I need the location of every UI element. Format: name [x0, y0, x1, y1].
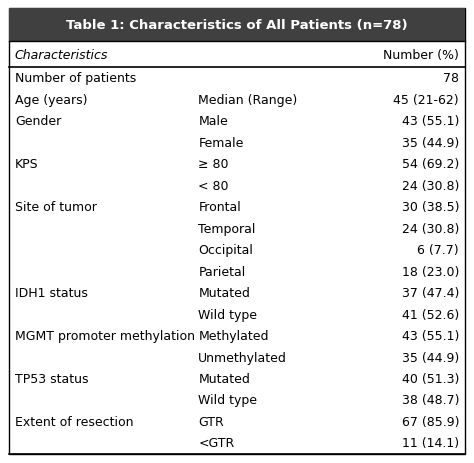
Text: 24 (30.8): 24 (30.8): [401, 222, 459, 235]
Text: Female: Female: [198, 136, 244, 149]
Text: Extent of resection: Extent of resection: [15, 415, 134, 428]
Text: 43 (55.1): 43 (55.1): [401, 115, 459, 128]
Text: IDH1 status: IDH1 status: [15, 287, 88, 300]
Text: Mutated: Mutated: [198, 287, 250, 300]
Text: MGMT promoter methylation: MGMT promoter methylation: [15, 329, 195, 342]
Text: 18 (23.0): 18 (23.0): [401, 265, 459, 278]
Text: 40 (51.3): 40 (51.3): [401, 372, 459, 385]
Text: Number of patients: Number of patients: [15, 72, 136, 85]
Text: 38 (48.7): 38 (48.7): [401, 394, 459, 407]
Text: Mutated: Mutated: [198, 372, 250, 385]
Text: 30 (38.5): 30 (38.5): [401, 200, 459, 213]
Text: Median (Range): Median (Range): [198, 94, 298, 106]
Text: 11 (14.1): 11 (14.1): [402, 437, 459, 450]
Text: Age (years): Age (years): [15, 94, 87, 106]
Text: Occipital: Occipital: [198, 244, 253, 257]
Bar: [9, 9, 465, 43]
Text: Gender: Gender: [15, 115, 61, 128]
Text: 35 (44.9): 35 (44.9): [402, 351, 459, 364]
Text: 54 (69.2): 54 (69.2): [402, 158, 459, 171]
Text: Wild type: Wild type: [198, 394, 257, 407]
Text: Frontal: Frontal: [198, 200, 241, 213]
Text: Methylated: Methylated: [198, 329, 269, 342]
Text: KPS: KPS: [15, 158, 38, 171]
Text: Parietal: Parietal: [198, 265, 246, 278]
Text: Site of tumor: Site of tumor: [15, 200, 97, 213]
Text: Number (%): Number (%): [383, 49, 459, 62]
Text: GTR: GTR: [198, 415, 224, 428]
Text: 78: 78: [443, 72, 459, 85]
Text: 35 (44.9): 35 (44.9): [402, 136, 459, 149]
Text: Unmethylated: Unmethylated: [198, 351, 287, 364]
Text: 24 (30.8): 24 (30.8): [401, 179, 459, 192]
Text: <GTR: <GTR: [198, 437, 235, 450]
Text: Male: Male: [198, 115, 228, 128]
Text: ≥ 80: ≥ 80: [198, 158, 229, 171]
Text: Characteristics: Characteristics: [15, 49, 109, 62]
Text: 45 (21-62): 45 (21-62): [393, 94, 459, 106]
Text: 37 (47.4): 37 (47.4): [401, 287, 459, 300]
Text: 67 (85.9): 67 (85.9): [401, 415, 459, 428]
Text: < 80: < 80: [198, 179, 229, 192]
Text: 41 (52.6): 41 (52.6): [402, 308, 459, 321]
Text: Wild type: Wild type: [198, 308, 257, 321]
Text: TP53 status: TP53 status: [15, 372, 89, 385]
Text: Temporal: Temporal: [198, 222, 255, 235]
Text: Table 1: Characteristics of All Patients (n=78): Table 1: Characteristics of All Patients…: [66, 19, 408, 32]
Text: 6 (7.7): 6 (7.7): [418, 244, 459, 257]
Text: 43 (55.1): 43 (55.1): [401, 329, 459, 342]
